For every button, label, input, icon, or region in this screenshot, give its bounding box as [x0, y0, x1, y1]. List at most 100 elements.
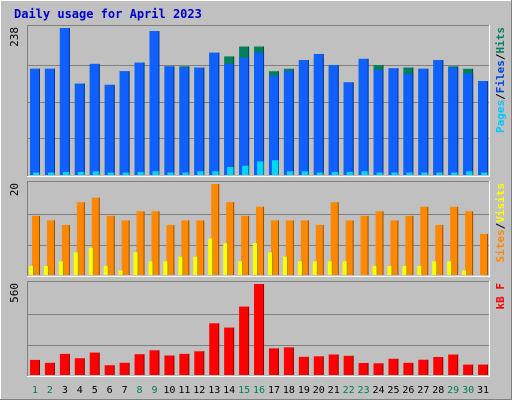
kbf-bar-edge: [143, 354, 145, 375]
sites-bar: [465, 211, 474, 275]
sites-bar: [76, 202, 85, 275]
pages-bar-edge: [367, 171, 369, 175]
kbf-bar-edge: [218, 323, 220, 375]
files-bar-edge: [98, 63, 100, 175]
visits-bar: [208, 238, 214, 275]
files-bar: [448, 67, 459, 175]
legend-entry: /: [494, 222, 507, 229]
visits-bar-edge: [212, 238, 214, 275]
kbf-bar-edge: [397, 358, 399, 375]
files-bar: [358, 58, 369, 175]
pages-bar-edge: [382, 172, 384, 175]
files-bar-edge: [457, 67, 459, 175]
visits-bar: [402, 265, 408, 275]
kbf-bar-edge: [457, 354, 459, 375]
day-tick-label: 5: [92, 385, 98, 396]
files-bar: [418, 68, 429, 175]
sites-bar-edge: [113, 215, 115, 275]
visits-bar: [118, 270, 124, 275]
day-tick-label: 6: [107, 385, 113, 396]
sites-bar-edge: [427, 206, 429, 275]
kbf-bar-edge: [487, 364, 489, 375]
pages-bar-edge: [412, 172, 414, 175]
visits-bar-edge: [92, 247, 94, 275]
day-tick-label: 11: [178, 385, 190, 396]
visits-bar: [462, 270, 468, 275]
visits-bar-edge: [271, 252, 273, 275]
files-bar: [313, 53, 324, 175]
pages-bar: [182, 172, 190, 175]
files-bar: [298, 60, 309, 175]
kbf-bar: [298, 356, 309, 375]
files-bar: [478, 81, 489, 175]
sites-bar-edge: [337, 202, 339, 275]
sites-bar-edge: [382, 211, 384, 275]
visits-bar: [193, 256, 199, 275]
pages-bar: [301, 171, 309, 175]
files-bar-edge: [188, 67, 190, 175]
pages-bar: [62, 171, 70, 175]
files-bar: [30, 68, 40, 175]
day-tick-label: 23: [358, 385, 370, 396]
files-bar: [209, 52, 220, 175]
files-bar: [134, 62, 145, 175]
files-bar-edge: [53, 68, 55, 175]
files-bar-edge: [233, 63, 235, 175]
files-bar-edge: [158, 31, 160, 175]
pages-bar-edge: [98, 171, 100, 175]
files-bar-edge: [427, 68, 429, 175]
day-tick-label: 9: [151, 385, 157, 396]
files-bar-edge: [113, 84, 115, 175]
pages-bar: [481, 172, 489, 175]
files-bar: [149, 31, 160, 175]
files-bar: [373, 70, 384, 175]
day-tick-label: 4: [77, 385, 83, 396]
legend-entry: Hits: [494, 27, 507, 54]
sites-bar: [315, 224, 324, 275]
files-bar: [179, 67, 190, 175]
visits-bar: [133, 252, 139, 275]
kbf-bar-edge: [442, 356, 444, 375]
sites-bar: [360, 215, 369, 275]
sites-bar-edge: [158, 211, 160, 275]
kbf-bar-edge: [248, 306, 250, 375]
pages-bar-edge: [352, 171, 354, 175]
files-bar: [224, 63, 235, 175]
kbf-bar: [194, 351, 205, 375]
sites-bar: [181, 220, 190, 275]
sites-bar-edge: [188, 220, 190, 275]
pages-bar-edge: [427, 172, 429, 175]
visits-bar-edge: [301, 261, 303, 275]
visits-bar: [73, 252, 79, 275]
pages-bar: [271, 160, 279, 175]
files-bar-edge: [307, 60, 309, 175]
visits-bar-edge: [421, 265, 423, 275]
kbf-bar: [74, 358, 85, 375]
sites-bar: [390, 220, 399, 275]
day-tick-label: 10: [163, 385, 175, 396]
pages-bar-edge: [203, 171, 205, 175]
kbf-bar-edge: [39, 359, 40, 375]
kbf-bar: [134, 354, 145, 375]
kbf-bar-edge: [233, 327, 235, 375]
pages-bar-edge: [158, 171, 160, 175]
files-bar: [388, 68, 399, 175]
visits-bar: [387, 265, 393, 275]
pages-bar: [346, 171, 354, 175]
day-tick-label: 1: [32, 385, 38, 396]
sites-bar: [450, 206, 459, 275]
visits-bar-edge: [466, 270, 468, 275]
kbf-bar: [373, 363, 384, 375]
sites-bar-edge: [233, 202, 235, 275]
sites-bar-edge: [397, 220, 399, 275]
files-bar: [403, 73, 414, 175]
pages-bar: [227, 166, 235, 175]
kbf-bar: [44, 362, 55, 375]
kbf-bar-edge: [173, 355, 175, 375]
pages-bar: [286, 171, 294, 175]
sites-bar: [345, 220, 354, 275]
files-bar: [268, 75, 279, 175]
sites-bar: [61, 224, 70, 275]
files-bar: [119, 71, 130, 175]
pages-bar-edge: [322, 172, 324, 175]
